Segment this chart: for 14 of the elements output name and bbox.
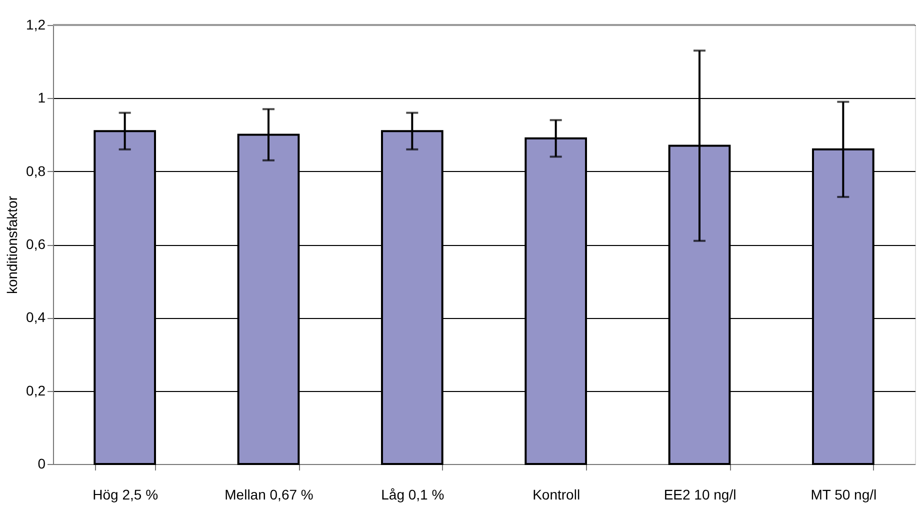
x-tick-label: Mellan 0,67 % (224, 486, 314, 502)
x-tick-label: Hög 2,5 % (92, 486, 158, 502)
y-tick-label: 0,4 (26, 309, 46, 326)
y-tick-label: 1 (38, 90, 46, 106)
y-tick-label: 0,6 (26, 236, 46, 252)
y-axis-title: konditionsfaktor (4, 196, 20, 294)
x-tick-label: Kontroll (532, 486, 580, 502)
x-tick-label: MT 50 ng/l (810, 486, 877, 502)
x-tick-label: EE2 10 ng/l (664, 486, 736, 502)
y-tick-label: 0,8 (26, 162, 46, 179)
x-tick-label: Låg 0,1 % (381, 486, 444, 502)
y-tick-label: 1,2 (26, 16, 46, 32)
y-tick-label: 0 (38, 456, 46, 472)
y-tick-label: 0,2 (26, 382, 46, 398)
